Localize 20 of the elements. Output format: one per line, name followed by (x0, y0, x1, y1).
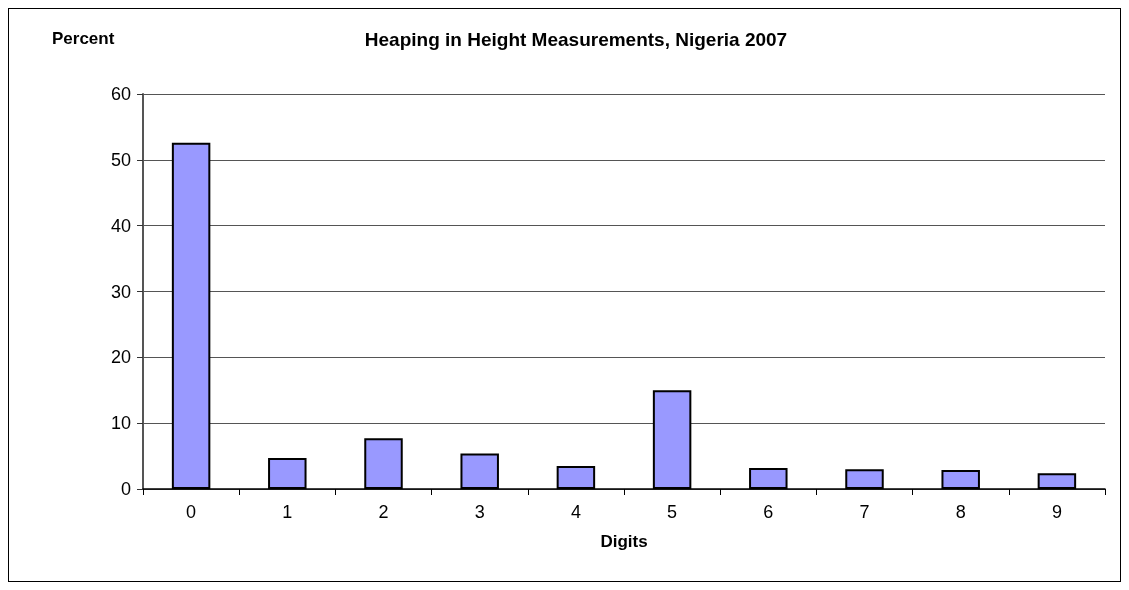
x-tick-label: 0 (186, 502, 197, 522)
x-tick-label: 7 (859, 502, 870, 522)
x-tick-label: 4 (570, 502, 581, 522)
x-tick-label: 6 (763, 502, 774, 522)
y-tick-label: 40 (110, 215, 131, 236)
x-axis-title: Digits (600, 532, 648, 551)
y-tick-label: 0 (120, 479, 131, 499)
y-tick-label: 30 (110, 281, 131, 302)
x-tick-label: 8 (955, 502, 966, 522)
y-tick-label: 50 (110, 149, 131, 170)
x-tick-label: 2 (378, 502, 389, 522)
x-tick-label: 1 (282, 502, 293, 522)
chart-title: Heaping in Height Measurements, Nigeria 2007 (364, 29, 788, 50)
x-tick-label: 5 (667, 502, 678, 522)
y-tick-label: 10 (110, 413, 131, 434)
x-tick-label: 9 (1051, 502, 1062, 522)
y-axis-title: Percent (52, 29, 115, 48)
x-tick-label: 3 (474, 502, 485, 522)
y-tick-label: 60 (110, 84, 131, 104)
y-tick-label: 20 (110, 347, 131, 368)
